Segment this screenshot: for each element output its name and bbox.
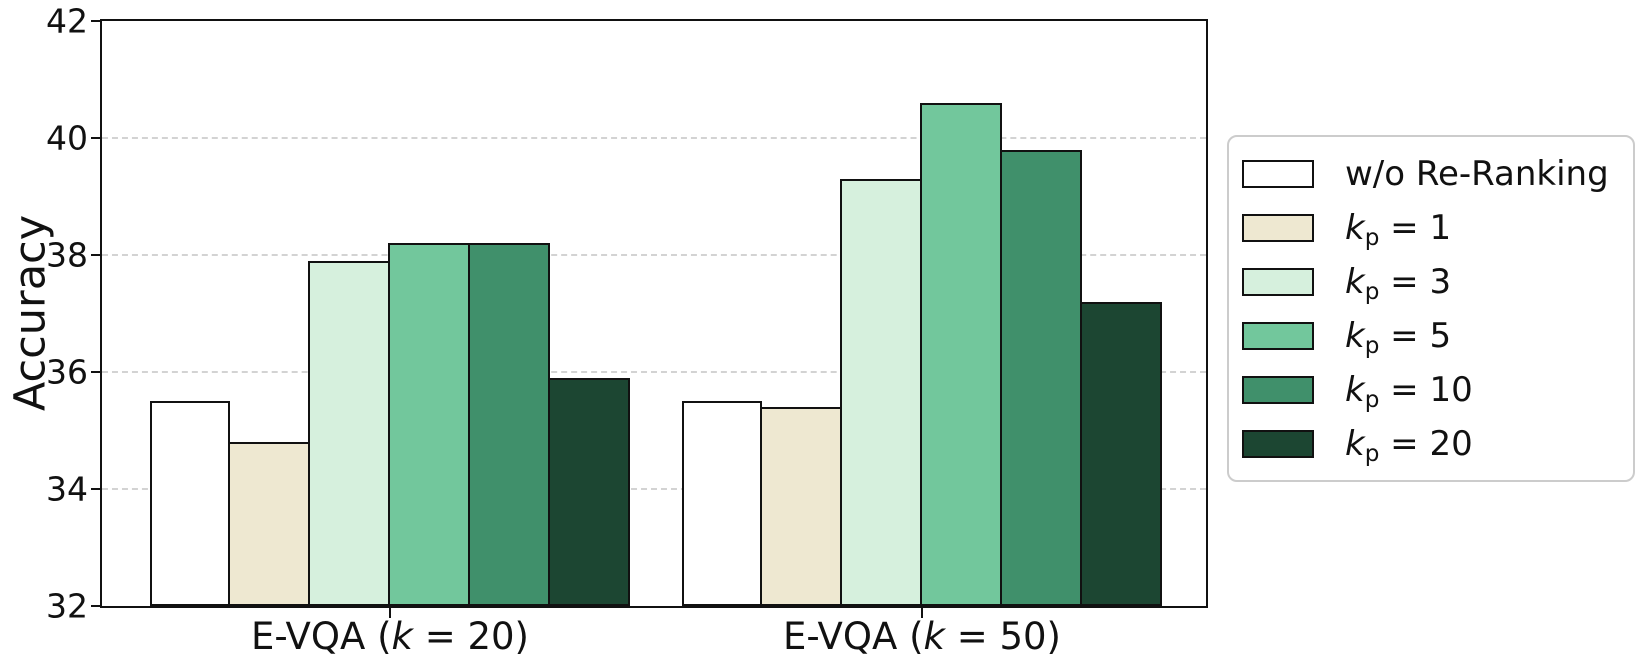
legend: w/o Re-Ranking kp = 1 kp = 3 kp = 5 kp = 10 k… (1227, 135, 1635, 482)
y-tick-mark-38 (91, 254, 100, 256)
y-tick-mark-36 (91, 371, 100, 373)
x-tick-mark-evqa-k50 (921, 608, 923, 618)
legend-entry-kp1: kp = 1 (1242, 201, 1633, 255)
x-tick-mark-evqa-k20 (389, 608, 391, 618)
bar-kp20-evqa-k50 (1080, 301, 1162, 606)
bar-wo-reranking-evqa-k50 (682, 401, 762, 606)
y-tick-label-42: 42 (46, 1, 88, 41)
y-tick-label-32: 32 (46, 586, 88, 626)
legend-swatch-kp3 (1242, 268, 1314, 296)
bar-kp1-evqa-k20 (228, 442, 310, 606)
legend-entry-kp5: kp = 5 (1242, 309, 1633, 363)
y-tick-label-36: 36 (46, 352, 88, 392)
legend-swatch-kp1 (1242, 214, 1314, 242)
y-tick-mark-42 (91, 20, 100, 22)
bar-kp5-evqa-k20 (388, 243, 470, 606)
gridline-y-40 (102, 137, 1206, 139)
legend-label-kp10: kp = 10 (1345, 370, 1473, 413)
bar-kp10-evqa-k50 (1000, 149, 1082, 606)
bar-kp10-evqa-k20 (468, 243, 550, 606)
bar-kp1-evqa-k50 (760, 407, 842, 606)
legend-entry-kp10: kp = 10 (1242, 363, 1633, 417)
bar-kp3-evqa-k20 (308, 260, 390, 606)
y-tick-label-40: 40 (46, 118, 88, 158)
legend-swatch-wo-reranking (1242, 160, 1314, 188)
y-tick-label-38: 38 (46, 235, 88, 275)
legend-label-kp5: kp = 5 (1345, 316, 1452, 359)
legend-entry-kp20: kp = 20 (1242, 417, 1633, 471)
x-tick-label-evqa-k50: E-VQA (k = 50) (783, 615, 1061, 658)
legend-label-kp1: kp = 1 (1345, 208, 1452, 251)
bar-kp3-evqa-k50 (840, 178, 922, 606)
bar-kp20-evqa-k20 (548, 377, 630, 606)
gridline-y-36 (102, 371, 1206, 373)
x-tick-label-evqa-k20: E-VQA (k = 20) (251, 615, 529, 658)
legend-label-kp3: kp = 3 (1345, 262, 1452, 305)
y-tick-mark-34 (91, 488, 100, 490)
legend-swatch-kp5 (1242, 322, 1314, 350)
bar-wo-reranking-evqa-k20 (150, 401, 230, 606)
bar-kp5-evqa-k50 (920, 102, 1002, 606)
legend-label-wo-reranking: w/o Re-Ranking (1345, 154, 1609, 194)
plot-area (100, 19, 1208, 608)
legend-entry-kp3: kp = 3 (1242, 255, 1633, 309)
legend-label-kp20: kp = 20 (1345, 424, 1473, 467)
y-tick-label-34: 34 (46, 469, 88, 509)
gridline-y-38 (102, 254, 1206, 256)
y-tick-mark-32 (91, 605, 100, 607)
legend-entry-wo-reranking: w/o Re-Ranking (1242, 147, 1633, 201)
legend-swatch-kp10 (1242, 376, 1314, 404)
y-tick-mark-40 (91, 137, 100, 139)
gridline-y-34 (102, 488, 1206, 490)
legend-swatch-kp20 (1242, 430, 1314, 458)
